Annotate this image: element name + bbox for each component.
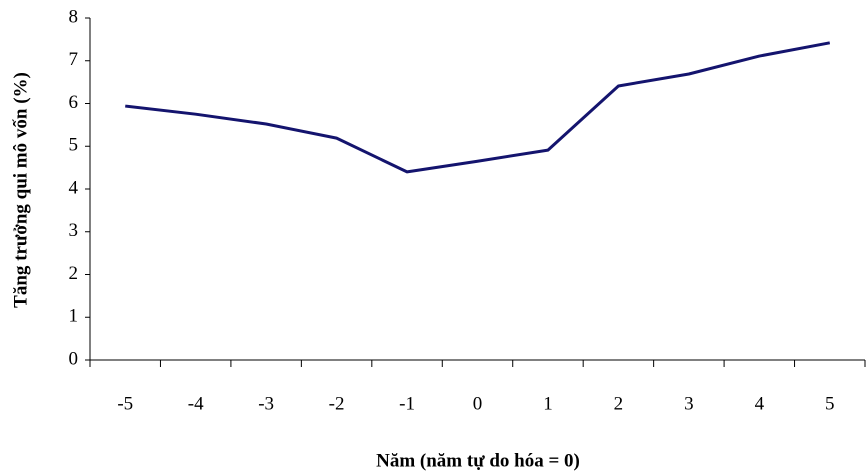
y-tick-label: 4 (69, 177, 79, 198)
x-tick-label: 3 (684, 393, 694, 414)
x-tick-label: -4 (188, 393, 204, 414)
x-tick-label: 4 (755, 393, 765, 414)
x-tick-label: -3 (258, 393, 274, 414)
y-tick-label: 8 (69, 6, 79, 27)
y-tick-label: 5 (69, 135, 79, 156)
y-tick-label: 1 (69, 306, 79, 327)
y-tick-label: 7 (69, 49, 79, 70)
y-tick-label: 2 (69, 263, 79, 284)
data-line (125, 41, 831, 174)
x-tick-label: -5 (117, 393, 133, 414)
x-tick-label: 0 (473, 393, 483, 414)
y-tick-label: 3 (69, 220, 79, 241)
y-axis-label: Tăng trưởng qui mô vốn (%) (10, 72, 31, 308)
x-tick-label: -1 (399, 393, 415, 414)
y-tick-label: 6 (69, 92, 79, 113)
y-tick-label: 0 (69, 348, 79, 369)
x-tick-label: 5 (825, 393, 835, 414)
x-tick-label: -2 (329, 393, 345, 414)
x-axis-label: Năm (năm tự do hóa = 0) (376, 450, 580, 471)
x-tick-label: 1 (543, 393, 553, 414)
x-tick-label: 2 (614, 393, 624, 414)
